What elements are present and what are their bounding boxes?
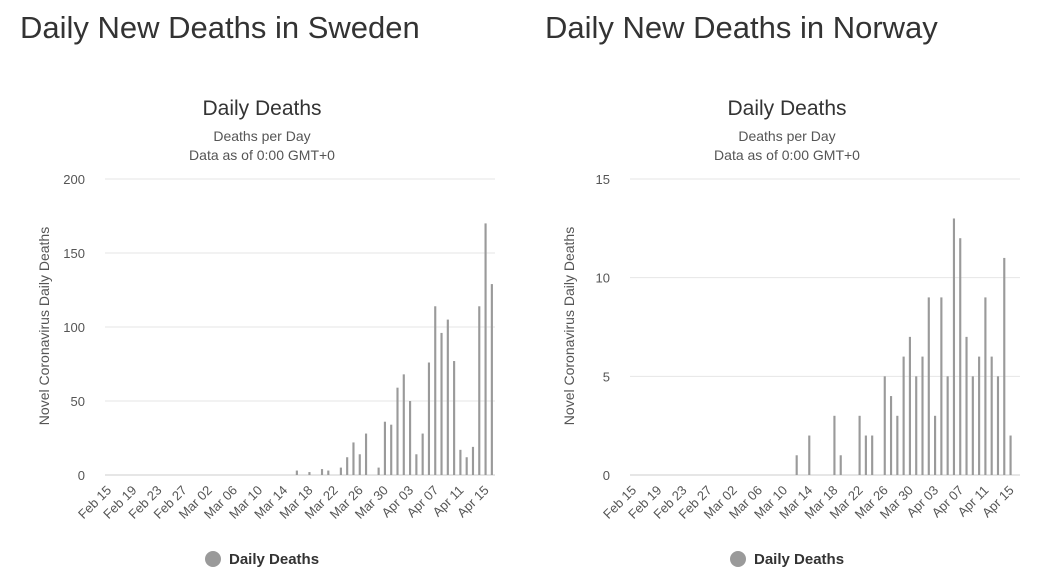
bar — [364, 433, 368, 475]
bar — [409, 401, 412, 475]
bar — [927, 297, 930, 475]
norway-daily-deaths-chart: Daily Deaths Deaths per Day Data as of 0… — [561, 97, 1020, 522]
y-tick-label: 0 — [78, 468, 85, 483]
bar — [978, 356, 981, 475]
chart-legend[interactable]: Daily Deaths — [730, 549, 844, 569]
bar — [915, 376, 918, 475]
bar — [484, 223, 487, 475]
bar — [1009, 435, 1012, 475]
bar — [295, 470, 298, 475]
bar — [959, 238, 962, 475]
bar — [446, 319, 449, 475]
bar — [478, 306, 481, 475]
bar — [390, 424, 393, 475]
bar — [339, 467, 342, 475]
bar — [996, 376, 1000, 475]
bar — [320, 469, 324, 475]
sweden-page-title: Daily New Deaths in Sweden — [20, 10, 420, 45]
bar — [421, 433, 424, 475]
bar — [883, 376, 886, 475]
bar — [990, 356, 993, 475]
y-tick-label: 5 — [603, 369, 610, 384]
y-axis-label: Novel Coronavirus Daily Deaths — [36, 227, 52, 425]
y-tick-label: 150 — [63, 246, 85, 261]
y-tick-label: 200 — [63, 172, 85, 187]
y-tick-label: 0 — [603, 468, 610, 483]
bar — [921, 356, 924, 475]
bar — [434, 306, 437, 475]
legend-swatch-icon — [730, 551, 746, 567]
bar — [808, 435, 811, 475]
bar — [453, 361, 456, 475]
bar — [908, 336, 911, 475]
legend-swatch-icon — [205, 551, 221, 567]
chart-subtitle-deaths-per-day: Deaths per Day — [213, 128, 310, 144]
bar — [864, 435, 867, 475]
bar — [383, 421, 386, 475]
bar — [940, 297, 943, 475]
sweden-chart-panel: Daily New Deaths in Sweden Daily Deaths … — [20, 10, 495, 569]
legend-label: Daily Deaths — [754, 550, 845, 568]
bar — [459, 449, 462, 475]
chart-subtitle-deaths-per-day: Deaths per Day — [738, 128, 835, 144]
bar — [902, 356, 905, 475]
y-tick-label: 10 — [596, 271, 610, 286]
bar — [327, 470, 330, 475]
bar — [396, 387, 399, 475]
bar — [490, 284, 493, 475]
bar — [946, 376, 949, 475]
norway-page-title: Daily New Deaths in Norway — [545, 10, 938, 45]
bar — [934, 415, 937, 475]
bar — [871, 435, 874, 475]
bar — [402, 374, 405, 475]
bar — [858, 415, 861, 475]
bar — [833, 415, 836, 475]
norway-chart-panel: Daily New Deaths in Norway Daily Deaths … — [525, 0, 1050, 580]
chart-subtitle-data-as-of: Data as of 0:00 GMT+0 — [714, 147, 860, 163]
chart-title: Daily Deaths — [202, 97, 321, 120]
chart-title: Daily Deaths — [727, 97, 846, 120]
bar — [415, 454, 418, 475]
bar — [952, 218, 956, 475]
bar — [346, 457, 349, 475]
bar — [352, 442, 355, 475]
bar — [440, 332, 443, 475]
bar — [471, 446, 475, 475]
bar — [889, 396, 893, 475]
bar — [308, 472, 311, 475]
bar — [971, 376, 974, 475]
bar — [1003, 257, 1006, 475]
legend-label: Daily Deaths — [229, 550, 320, 568]
y-tick-label: 15 — [596, 172, 610, 187]
bar — [465, 457, 468, 475]
chart-legend[interactable]: Daily Deaths — [205, 549, 319, 569]
bar — [795, 455, 798, 475]
bar — [896, 415, 899, 475]
y-axis-label: Novel Coronavirus Daily Deaths — [561, 227, 577, 425]
bar — [984, 297, 987, 475]
sweden-daily-deaths-chart: Daily Deaths Deaths per Day Data as of 0… — [36, 97, 495, 522]
bar — [839, 455, 842, 475]
bar — [358, 454, 361, 475]
bar — [427, 362, 431, 475]
y-tick-label: 100 — [63, 320, 85, 335]
chart-subtitle-data-as-of: Data as of 0:00 GMT+0 — [189, 147, 335, 163]
bar — [965, 336, 968, 475]
y-tick-label: 50 — [71, 394, 85, 409]
bar — [377, 467, 380, 475]
